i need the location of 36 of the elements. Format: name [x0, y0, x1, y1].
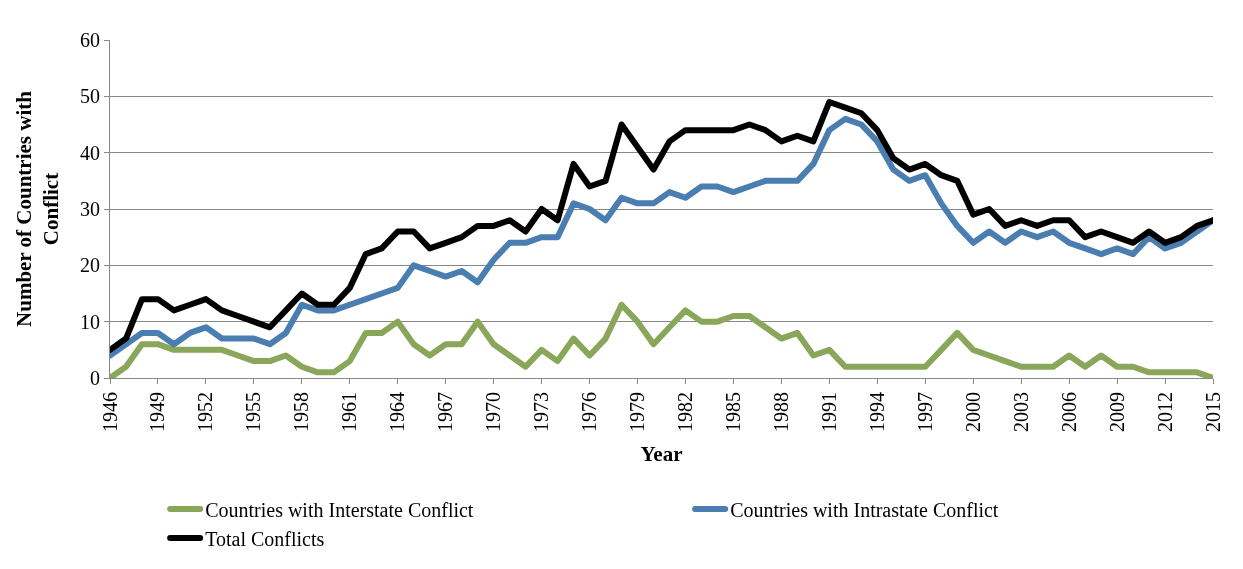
x-tick-label: 1964: [386, 392, 409, 432]
x-tick-label: 2000: [961, 392, 984, 432]
y-tick-label: 60: [80, 29, 100, 51]
y-tick-label: 50: [80, 85, 100, 108]
x-tick-label: 1955: [242, 392, 265, 432]
x-tick-label: 2009: [1105, 392, 1128, 432]
y-tick-label: 30: [80, 198, 100, 220]
y-tick-label: 10: [80, 310, 100, 333]
x-tick-label: 1997: [913, 392, 936, 432]
x-tick-label: 1970: [482, 392, 505, 432]
x-tick-label: 2003: [1009, 392, 1032, 432]
x-tick-label: 1994: [865, 392, 888, 432]
y-tick-label: 0: [90, 367, 100, 389]
x-tick-label: 1985: [721, 392, 744, 432]
y-tick-label: 20: [80, 254, 100, 277]
x-tick-label: 1979: [626, 392, 649, 432]
x-tick-label: 1967: [434, 392, 457, 432]
x-tick-label: 1991: [817, 392, 840, 432]
y-tick-label: 40: [80, 141, 100, 164]
x-tick-label: 1958: [290, 392, 313, 432]
x-tick-label: 2006: [1057, 392, 1080, 432]
x-tick-label: 1976: [578, 392, 601, 432]
legend-label: Total Conflicts: [205, 527, 325, 550]
x-tick-label: 1946: [98, 392, 121, 432]
legend-label: Countries with Interstate Conflict: [205, 498, 474, 521]
x-tick-label: 1961: [338, 392, 361, 432]
x-tick-label: 1949: [146, 392, 169, 432]
x-tick-label: 1952: [194, 392, 217, 432]
legend-label: Countries with Intrastate Conflict: [730, 498, 999, 521]
x-tick-label: 2012: [1153, 392, 1176, 432]
x-tick-label: 1988: [769, 392, 792, 432]
x-tick-label: 1982: [673, 392, 696, 432]
x-tick-label: 2015: [1201, 392, 1224, 432]
y-axis-title: Number of Countries with Conflict: [11, 90, 64, 327]
x-tick-label: 1973: [530, 392, 553, 432]
x-axis-title: Year: [640, 442, 683, 467]
